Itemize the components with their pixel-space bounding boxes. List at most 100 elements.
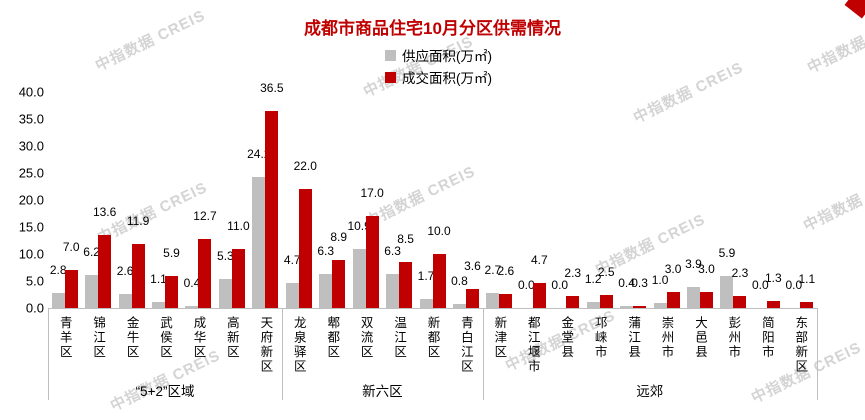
legend-swatch-supply-icon bbox=[385, 49, 396, 61]
x-axis-category: 金堂县 bbox=[559, 316, 574, 360]
watermark-text: 中指数据 CREIS bbox=[630, 58, 747, 127]
x-axis-category: 双流区 bbox=[358, 316, 373, 360]
value-label: 4.7 bbox=[283, 252, 301, 267]
bar-transaction bbox=[733, 295, 747, 308]
x-axis-category: 新津区 bbox=[492, 316, 507, 360]
bar-supply bbox=[319, 273, 333, 308]
y-axis-tick: 20.0 bbox=[18, 192, 44, 208]
watermark-text: 中指数据 CREIS bbox=[800, 166, 865, 235]
x-axis-category: 郫都区 bbox=[325, 316, 340, 360]
legend-swatch-transaction-icon bbox=[385, 71, 396, 83]
value-label: 2.6 bbox=[116, 263, 134, 278]
value-label: 24.2 bbox=[247, 147, 271, 162]
bar-supply bbox=[352, 249, 366, 308]
bar-transaction bbox=[599, 294, 613, 308]
x-axis-category: 龙泉驿区 bbox=[291, 316, 306, 374]
value-label: 6.3 bbox=[384, 243, 401, 258]
value-label: 1.2 bbox=[584, 271, 602, 286]
bar-supply bbox=[720, 276, 734, 308]
x-axis-category: 简阳市 bbox=[759, 316, 774, 360]
bar-supply bbox=[419, 298, 433, 308]
group-divider bbox=[282, 308, 284, 400]
value-label: 0.4 bbox=[618, 275, 635, 290]
value-label: 0.0 bbox=[785, 278, 803, 292]
value-label: 1.1 bbox=[798, 272, 816, 287]
value-label: 1.1 bbox=[150, 272, 167, 287]
x-axis-category: 都江堰市 bbox=[525, 316, 540, 374]
value-label: 1.0 bbox=[651, 272, 669, 287]
value-label: 11.0 bbox=[227, 218, 250, 233]
bar-transaction bbox=[532, 282, 546, 308]
bar-transaction bbox=[231, 248, 245, 308]
y-axis-tick: 5.0 bbox=[25, 273, 44, 289]
bar-supply bbox=[486, 293, 500, 308]
bar-supply bbox=[118, 293, 132, 308]
value-label: 11.9 bbox=[126, 213, 150, 228]
value-label: 2.3 bbox=[564, 265, 582, 280]
bar-transaction bbox=[64, 270, 78, 308]
y-axis-tick: 30.0 bbox=[18, 138, 44, 154]
bar-supply bbox=[586, 301, 600, 308]
value-label: 0.8 bbox=[451, 273, 468, 288]
value-label: 0.0 bbox=[752, 278, 769, 292]
bar-transaction bbox=[265, 110, 279, 308]
value-label: 2.8 bbox=[49, 262, 67, 277]
x-axis-category: 新都区 bbox=[425, 316, 440, 360]
value-label: 0.4 bbox=[183, 275, 201, 290]
bar-supply bbox=[218, 279, 232, 308]
x-axis-category: 温江区 bbox=[392, 316, 407, 360]
x-axis-group-label: 新六区 bbox=[362, 384, 403, 399]
value-label: 8.5 bbox=[397, 232, 414, 247]
bar-transaction bbox=[399, 262, 413, 308]
x-axis-category: 成华区 bbox=[191, 316, 206, 360]
bar-transaction bbox=[800, 302, 814, 308]
legend: 供应面积(万㎡) 成交面积(万㎡) bbox=[385, 44, 492, 88]
value-label: 1.7 bbox=[417, 268, 435, 283]
value-label: 3.9 bbox=[685, 256, 702, 271]
chart-title: 成都市商品住宅10月分区供需情况 bbox=[304, 19, 561, 38]
value-label: 12.7 bbox=[193, 209, 217, 224]
value-label: 3.0 bbox=[664, 261, 682, 276]
value-label: 10.9 bbox=[347, 219, 371, 234]
y-axis-tick: 10.0 bbox=[18, 246, 44, 262]
bar-transaction bbox=[465, 288, 479, 308]
value-label: 0.0 bbox=[551, 278, 569, 292]
x-axis-category: 金牛区 bbox=[124, 316, 139, 360]
x-axis-category: 大邑县 bbox=[692, 316, 707, 360]
legend-label-supply: 供应面积(万㎡) bbox=[402, 49, 492, 64]
bar-transaction bbox=[666, 291, 680, 308]
value-label: 2.3 bbox=[731, 265, 749, 280]
x-axis-category: 武侯区 bbox=[158, 316, 173, 360]
value-label: 3.0 bbox=[698, 261, 715, 276]
value-label: 6.2 bbox=[83, 244, 100, 259]
x-axis-line bbox=[48, 308, 817, 309]
x-axis-group-label: 远郊 bbox=[636, 384, 664, 399]
bar-transaction bbox=[365, 216, 379, 308]
value-label: 2.6 bbox=[497, 263, 515, 278]
x-axis-category: 蒲江县 bbox=[626, 316, 641, 360]
bar-transaction bbox=[499, 293, 513, 308]
bar-supply bbox=[452, 303, 466, 308]
bar-supply bbox=[85, 274, 99, 308]
bar-supply bbox=[653, 302, 667, 308]
x-axis-category: 青白江区 bbox=[458, 316, 473, 374]
value-label: 8.9 bbox=[330, 229, 348, 244]
x-axis-category: 彭州市 bbox=[726, 316, 741, 360]
legend-label-transaction: 成交面积(万㎡) bbox=[402, 71, 492, 86]
bar-transaction bbox=[131, 243, 145, 308]
x-axis-category: 邛崃市 bbox=[592, 316, 607, 360]
y-axis-tick: 0.0 bbox=[25, 300, 44, 316]
value-label: 7.0 bbox=[62, 240, 80, 255]
bar-transaction bbox=[298, 189, 312, 308]
value-label: 0.0 bbox=[517, 278, 535, 292]
value-label: 10.0 bbox=[427, 224, 451, 238]
bar-transaction bbox=[566, 295, 580, 308]
x-axis-category: 东部新区 bbox=[793, 316, 808, 374]
value-label: 6.3 bbox=[317, 243, 335, 258]
y-axis-tick: 25.0 bbox=[18, 165, 44, 181]
bar-transaction bbox=[766, 300, 780, 308]
value-label: 4.7 bbox=[530, 252, 548, 267]
value-label: 0.3 bbox=[631, 276, 648, 291]
x-axis-category: 青羊区 bbox=[57, 316, 72, 360]
